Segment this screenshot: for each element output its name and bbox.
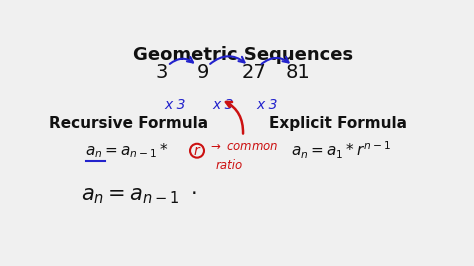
Text: $a_n = a_{n-1} *$: $a_n = a_{n-1} *$ <box>85 141 169 160</box>
Text: $a_n = a_{n-1}\ \cdot$: $a_n = a_{n-1}\ \cdot$ <box>82 186 197 206</box>
Text: 81: 81 <box>286 63 310 82</box>
Text: x 3: x 3 <box>164 98 186 112</box>
Text: Recursive Formula: Recursive Formula <box>49 115 209 131</box>
Text: 27: 27 <box>242 63 266 82</box>
Text: $r$: $r$ <box>193 144 201 158</box>
Text: Explicit Formula: Explicit Formula <box>269 115 408 131</box>
Text: 9: 9 <box>196 63 209 82</box>
Text: $\rightarrow$ common: $\rightarrow$ common <box>208 140 279 153</box>
Text: 3: 3 <box>156 63 168 82</box>
Text: ratio: ratio <box>215 159 243 172</box>
Text: Geometric Sequences: Geometric Sequences <box>133 46 353 64</box>
Text: x 3: x 3 <box>212 98 234 112</box>
Text: x 3: x 3 <box>256 98 278 112</box>
Text: $a_n = a_1 * r^{n-1}$: $a_n = a_1 * r^{n-1}$ <box>291 140 391 161</box>
